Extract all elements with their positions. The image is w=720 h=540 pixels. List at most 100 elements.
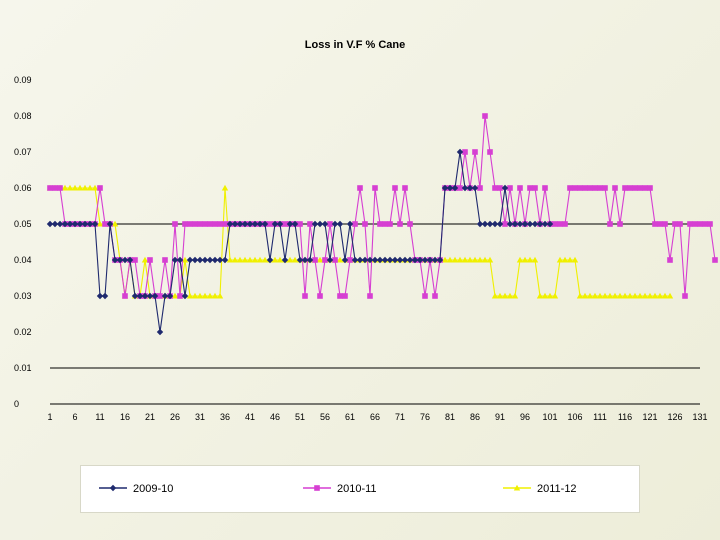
- data-point-2011-12: [251, 256, 259, 263]
- data-point-2009-10: [186, 256, 194, 264]
- data-point-2010-11: [212, 221, 218, 227]
- data-point-2009-10: [196, 256, 204, 264]
- series-line-2010-11: [50, 115, 716, 297]
- data-point-2009-10: [191, 256, 199, 264]
- data-point-2010-11: [557, 221, 563, 227]
- data-point-2011-12: [66, 184, 74, 191]
- data-point-2009-10: [346, 220, 354, 228]
- legend-marker-icon: [109, 484, 117, 492]
- data-point-2010-11: [562, 221, 568, 227]
- data-point-2010-11: [642, 185, 648, 191]
- data-point-2011-12: [276, 256, 284, 263]
- data-point-2009-10: [276, 220, 284, 228]
- data-point-2009-10: [231, 220, 239, 228]
- data-point-2009-10: [56, 220, 64, 228]
- data-point-2010-11: [402, 185, 408, 191]
- x-tick-label: 126: [667, 412, 682, 422]
- data-point-2010-11: [582, 185, 588, 191]
- data-point-2009-10: [511, 220, 519, 228]
- data-point-2009-10: [271, 220, 279, 228]
- data-point-2009-10: [136, 292, 144, 300]
- data-point-2010-11: [702, 221, 708, 227]
- data-point-2011-12: [216, 292, 224, 299]
- data-point-2011-12: [501, 292, 509, 299]
- data-point-2009-10: [411, 256, 419, 264]
- data-point-2011-12: [581, 292, 589, 299]
- data-point-2009-10: [366, 256, 374, 264]
- data-point-2009-10: [506, 220, 514, 228]
- data-point-2011-12: [316, 256, 324, 263]
- data-point-2009-10: [431, 256, 439, 264]
- data-point-2009-10: [81, 220, 89, 228]
- data-point-2009-10: [541, 220, 549, 228]
- x-tick-label: 36: [220, 412, 230, 422]
- data-point-2009-10: [486, 220, 494, 228]
- x-tick-label: 101: [542, 412, 557, 422]
- data-point-2009-10: [306, 256, 314, 264]
- data-point-2011-12: [286, 256, 294, 263]
- data-point-2009-10: [316, 220, 324, 228]
- data-point-2010-11: [52, 185, 58, 191]
- data-point-2009-10: [456, 148, 464, 156]
- data-point-2009-10: [51, 220, 59, 228]
- data-point-2009-10: [321, 220, 329, 228]
- data-point-2010-11: [657, 221, 663, 227]
- data-point-2011-12: [81, 184, 89, 191]
- data-point-2009-10: [206, 256, 214, 264]
- x-tick-label: 76: [420, 412, 430, 422]
- data-point-2011-12: [261, 256, 269, 263]
- data-point-2009-10: [436, 256, 444, 264]
- data-point-2011-12: [516, 256, 524, 263]
- gridlines: [50, 223, 700, 369]
- data-point-2010-11: [597, 185, 603, 191]
- data-point-2011-12: [61, 184, 69, 191]
- data-point-2010-11: [617, 221, 623, 227]
- data-point-2011-12: [91, 184, 99, 191]
- data-point-2009-10: [496, 220, 504, 228]
- x-tick-label: 81: [445, 412, 455, 422]
- data-point-2009-10: [61, 220, 69, 228]
- data-point-2010-11: [357, 185, 363, 191]
- data-point-2009-10: [311, 220, 319, 228]
- data-point-2009-10: [531, 220, 539, 228]
- data-point-2011-12: [471, 256, 479, 263]
- data-point-2011-12: [611, 292, 619, 299]
- data-point-2010-11: [667, 257, 673, 263]
- data-point-2010-11: [352, 221, 358, 227]
- series-lines: [46, 113, 718, 336]
- data-point-2010-11: [312, 257, 318, 263]
- data-point-2010-11: [372, 185, 378, 191]
- data-point-2009-10: [381, 256, 389, 264]
- data-point-2011-12: [241, 256, 249, 263]
- data-point-2009-10: [71, 220, 79, 228]
- data-point-2009-10: [421, 256, 429, 264]
- data-point-2010-11: [712, 257, 718, 263]
- data-point-2010-11: [377, 221, 383, 227]
- data-point-2009-10: [371, 256, 379, 264]
- data-point-2011-12: [546, 292, 554, 299]
- data-point-2009-10: [286, 220, 294, 228]
- y-tick-label: 0.06: [14, 183, 32, 193]
- data-point-2009-10: [116, 256, 124, 264]
- data-point-2010-11: [132, 257, 138, 263]
- data-point-2009-10: [266, 256, 274, 264]
- data-point-2009-10: [216, 256, 224, 264]
- data-point-2010-11: [497, 185, 503, 191]
- data-point-2011-12: [96, 220, 104, 227]
- x-tick-label: 91: [495, 412, 505, 422]
- data-point-2009-10: [156, 328, 164, 336]
- data-point-2009-10: [96, 292, 104, 300]
- series-2011-12: [46, 184, 674, 299]
- data-point-2009-10: [291, 220, 299, 228]
- data-point-2009-10: [251, 220, 259, 228]
- data-point-2011-12: [181, 256, 189, 263]
- data-point-2009-10: [261, 220, 269, 228]
- data-point-2009-10: [141, 292, 149, 300]
- data-point-2010-11: [397, 221, 403, 227]
- data-point-2011-12: [486, 256, 494, 263]
- data-point-2010-11: [347, 257, 353, 263]
- data-point-2010-11: [577, 185, 583, 191]
- data-point-2011-12: [336, 256, 344, 263]
- x-tick-labels: 1 6 11 16 21 26 31 36 41 46 51 56 61 66 71 76 81 86 91 96 10…: [47, 412, 707, 422]
- data-point-2009-10: [466, 184, 474, 192]
